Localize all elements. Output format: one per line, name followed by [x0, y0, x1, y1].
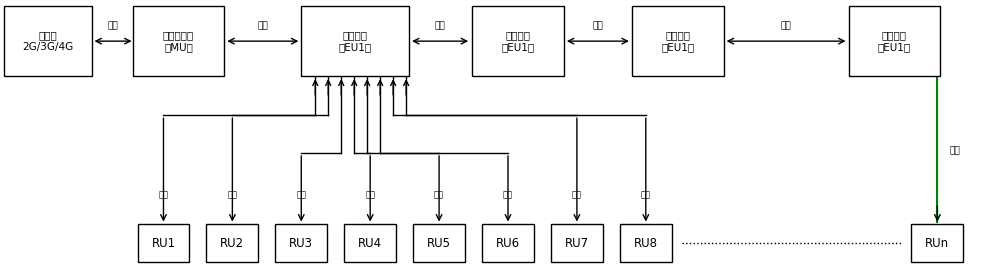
Text: RU3: RU3 — [289, 237, 313, 250]
FancyBboxPatch shape — [849, 6, 940, 76]
Text: 光纤: 光纤 — [950, 146, 961, 155]
Text: 光纤: 光纤 — [434, 190, 444, 199]
Text: RU6: RU6 — [496, 237, 520, 250]
FancyBboxPatch shape — [482, 224, 534, 262]
Text: 光纤: 光纤 — [592, 22, 603, 31]
Text: RU2: RU2 — [220, 237, 244, 250]
Text: RU5: RU5 — [427, 237, 451, 250]
Text: 扩展单元
（EU1）: 扩展单元 （EU1） — [501, 30, 535, 52]
FancyBboxPatch shape — [911, 224, 963, 262]
FancyBboxPatch shape — [138, 224, 189, 262]
Text: 光纤: 光纤 — [257, 22, 268, 31]
Text: RU8: RU8 — [634, 237, 658, 250]
Text: 锁线: 锁线 — [108, 22, 118, 31]
FancyBboxPatch shape — [4, 6, 92, 76]
FancyBboxPatch shape — [413, 224, 465, 262]
Text: 光纤: 光纤 — [435, 22, 445, 31]
FancyBboxPatch shape — [472, 6, 564, 76]
FancyBboxPatch shape — [301, 6, 409, 76]
Text: 光纤: 光纤 — [503, 190, 513, 199]
Text: RUn: RUn — [925, 237, 949, 250]
Text: 主接入单元
（MU）: 主接入单元 （MU） — [163, 30, 194, 52]
FancyBboxPatch shape — [133, 6, 224, 76]
Text: 扩展单元
（EU1）: 扩展单元 （EU1） — [878, 30, 911, 52]
FancyBboxPatch shape — [632, 6, 724, 76]
Text: RU7: RU7 — [565, 237, 589, 250]
Text: 扩展单元
（EU1）: 扩展单元 （EU1） — [661, 30, 694, 52]
Text: 光纤: 光纤 — [296, 190, 306, 199]
FancyBboxPatch shape — [620, 224, 672, 262]
FancyBboxPatch shape — [275, 224, 327, 262]
Text: 光纤: 光纤 — [641, 190, 651, 199]
Text: 光纤: 光纤 — [227, 190, 237, 199]
Text: 信号源
2G/3G/4G: 信号源 2G/3G/4G — [22, 30, 73, 52]
Text: 扩展单元
（EU1）: 扩展单元 （EU1） — [339, 30, 372, 52]
Text: RU4: RU4 — [358, 237, 382, 250]
Text: 光纤: 光纤 — [158, 190, 168, 199]
Text: 光纤: 光纤 — [572, 190, 582, 199]
Text: RU1: RU1 — [151, 237, 176, 250]
Text: 光纤: 光纤 — [781, 22, 791, 31]
FancyBboxPatch shape — [344, 224, 396, 262]
FancyBboxPatch shape — [206, 224, 258, 262]
FancyBboxPatch shape — [551, 224, 603, 262]
Text: 光纤: 光纤 — [365, 190, 375, 199]
